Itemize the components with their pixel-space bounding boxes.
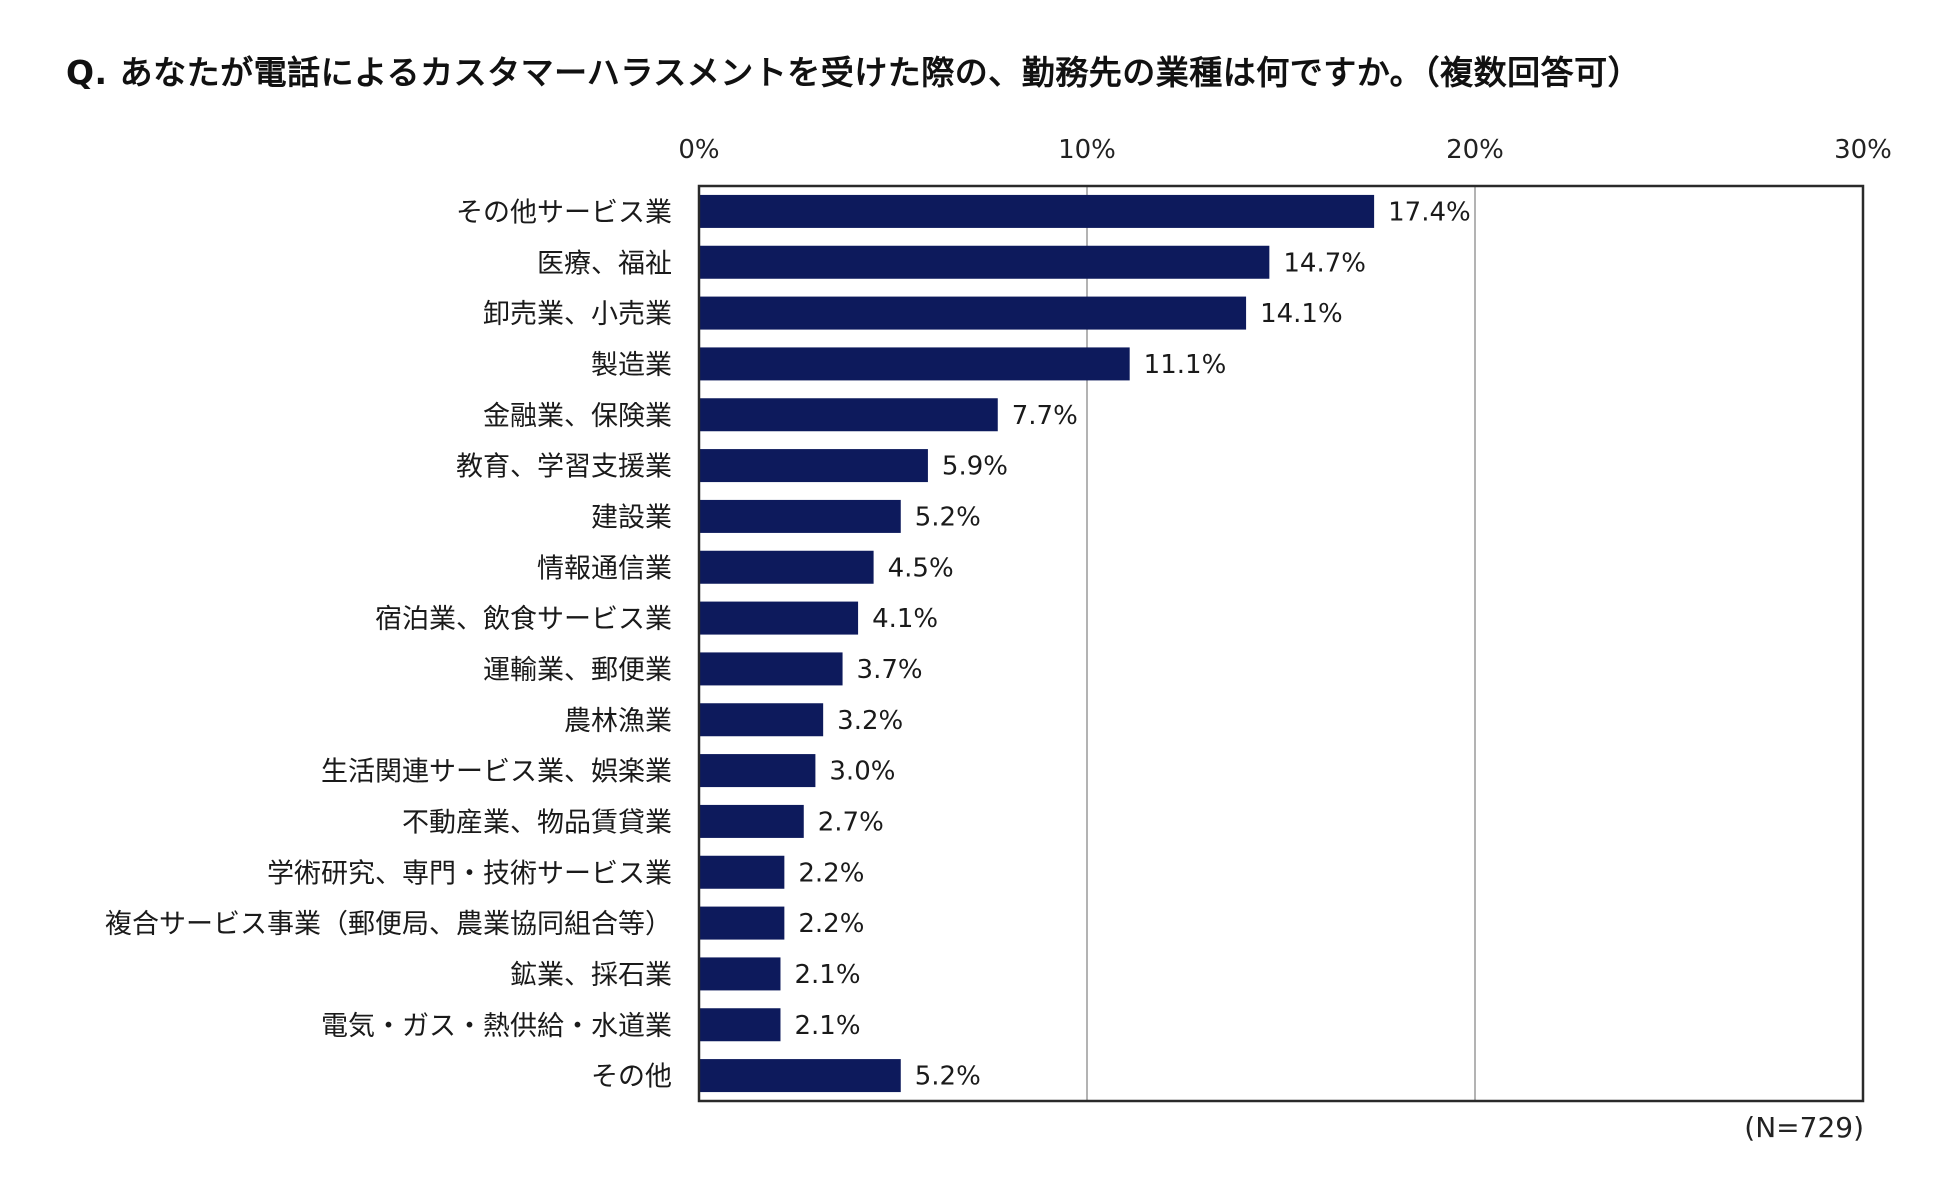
category-label: 学術研究、専門・技術サービス業 [267, 858, 672, 889]
data-label: 5.2% [915, 1062, 981, 1092]
data-label: 2.1% [794, 960, 860, 990]
data-label: 3.2% [837, 706, 903, 736]
data-label: 11.1% [1144, 350, 1227, 380]
category-label: 運輸業、郵便業 [483, 655, 672, 686]
category-label: 医療、福祉 [537, 248, 672, 279]
data-label: 14.7% [1283, 248, 1366, 278]
category-label: その他サービス業 [456, 197, 672, 228]
x-tick-label: 20% [1446, 135, 1504, 165]
category-label: 生活関連サービス業、娯楽業 [321, 757, 672, 788]
bar [699, 1008, 781, 1042]
bar [699, 1059, 901, 1093]
bar [699, 804, 804, 838]
bar [699, 601, 859, 635]
bar [699, 754, 816, 788]
data-label: 7.7% [1012, 401, 1078, 431]
category-label: 不動産業、物品賃貸業 [402, 807, 672, 838]
bar [699, 449, 928, 483]
data-label: 5.2% [915, 502, 981, 532]
data-label: 14.1% [1260, 299, 1343, 329]
data-label: 2.2% [798, 858, 864, 888]
category-label: 情報通信業 [537, 553, 672, 584]
data-label: 17.4% [1388, 197, 1471, 227]
x-tick-label: 10% [1058, 135, 1116, 165]
category-label: 教育、学習支援業 [456, 452, 672, 483]
bar [699, 347, 1130, 381]
bar [699, 957, 781, 991]
data-label: 3.0% [829, 757, 895, 787]
bar [699, 245, 1270, 279]
x-tick-label: 0% [678, 135, 719, 165]
bar [699, 194, 1375, 228]
data-label: 5.9% [942, 452, 1008, 482]
category-label: 農林漁業 [564, 706, 672, 737]
category-label: 卸売業、小売業 [483, 299, 672, 330]
category-label: 金融業、保険業 [483, 401, 672, 432]
bar [699, 296, 1247, 330]
bar [699, 499, 901, 533]
data-label: 2.2% [798, 909, 864, 939]
category-label: 鉱業、採石業 [510, 960, 672, 991]
chart-title: Q. あなたが電話によるカスタマーハラスメントを受けた際の、勤務先の業種は何です… [66, 53, 1642, 92]
category-label: 宿泊業、飲食サービス業 [375, 604, 672, 635]
x-tick-label: 30% [1834, 135, 1892, 165]
data-label: 4.1% [872, 604, 938, 634]
category-label: 建設業 [591, 502, 672, 533]
bar [699, 652, 843, 686]
plot-frame [697, 184, 1865, 1103]
sample-size-note: (N=729) [1744, 1111, 1864, 1144]
data-label: 2.7% [818, 807, 884, 837]
data-label: 3.7% [857, 655, 923, 685]
bar [699, 398, 998, 432]
category-label: 電気・ガス・熱供給・水道業 [321, 1011, 672, 1042]
category-label: 製造業 [591, 350, 672, 381]
category-label: 複合サービス事業（郵便局、農業協同組合等） [105, 909, 672, 940]
bar [699, 906, 785, 940]
bar [699, 703, 824, 737]
data-label: 2.1% [794, 1011, 860, 1041]
bar [699, 550, 874, 584]
category-label: その他 [591, 1062, 672, 1093]
bar [699, 855, 785, 889]
data-label: 4.5% [888, 553, 954, 583]
